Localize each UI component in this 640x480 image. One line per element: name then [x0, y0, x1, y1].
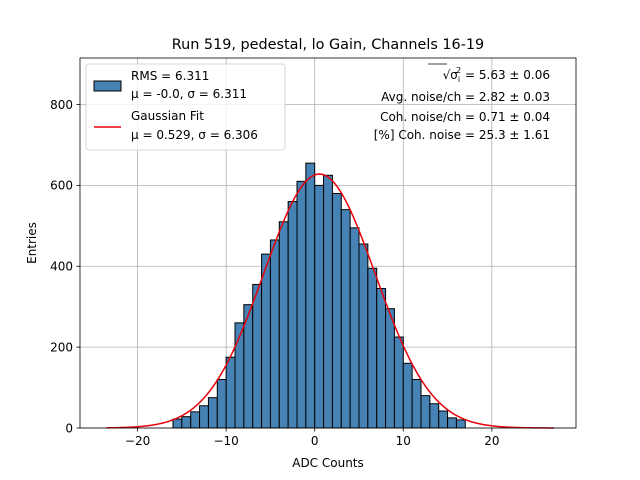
- histogram-bar: [385, 308, 395, 429]
- histogram-bar: [207, 397, 218, 429]
- histogram-bar: [376, 287, 387, 429]
- histogram-bar: [278, 221, 289, 429]
- histogram-bar: [340, 209, 351, 429]
- histogram-bar: [190, 411, 201, 429]
- legend-fit-stats: μ = 0.529, σ = 6.306: [131, 128, 258, 142]
- histogram-bar: [411, 378, 422, 429]
- histogram-bar: [314, 184, 325, 429]
- histogram-bar: [269, 239, 280, 429]
- sqrt-sigma-symbol: √σ: [443, 68, 459, 82]
- histogram-bar: [393, 336, 404, 429]
- y-tick-label: 200: [50, 340, 73, 354]
- legend-patch-histogram: [93, 80, 122, 92]
- histogram-bar: [402, 362, 413, 429]
- chart-title: Run 519, pedestal, lo Gain, Channels 16-…: [172, 37, 484, 53]
- histogram-bar: [296, 180, 307, 429]
- histogram-bar: [438, 410, 449, 429]
- x-axis-ticks: −20 −10 0 10 20: [125, 428, 499, 448]
- sqrt-sigma-subscript: i: [458, 75, 460, 84]
- x-tick-label: 10: [396, 434, 411, 448]
- histogram-bar: [225, 356, 236, 429]
- total-noise-value: = 5.63 ± 0.06: [461, 68, 550, 82]
- histogram-bar: [172, 418, 183, 429]
- bars: [172, 162, 466, 429]
- y-tick-label: 600: [50, 179, 73, 193]
- histogram-bar: [287, 201, 298, 429]
- y-tick-label: 0: [65, 421, 73, 435]
- histogram-bar: [455, 419, 466, 429]
- x-tick-label: −20: [125, 434, 150, 448]
- histogram-bar: [367, 267, 378, 429]
- histogram-bar: [420, 395, 431, 429]
- gaussian-fit-curve: [106, 173, 554, 429]
- x-tick-label: 0: [311, 434, 319, 448]
- histogram-bar: [429, 403, 440, 429]
- histogram-bar: [349, 227, 360, 429]
- histogram-bar: [305, 162, 316, 429]
- x-tick-label: −10: [213, 434, 238, 448]
- y-axis-label: Entries: [25, 222, 39, 264]
- histogram-bar: [447, 417, 457, 429]
- plot-frame: [79, 57, 577, 429]
- y-tick-label: 400: [50, 260, 73, 274]
- y-tick-label: 800: [50, 98, 73, 112]
- histogram-bar: [323, 174, 333, 429]
- legend-rms-label: RMS = 6.311: [131, 69, 209, 83]
- y-axis-ticks: 0 200 400 600 800: [50, 98, 80, 435]
- legend-histogram-stats: μ = -0.0, σ = 6.311: [131, 87, 247, 101]
- histogram-bar: [199, 405, 209, 429]
- x-axis-label: ADC Counts: [292, 456, 364, 470]
- avg-noise-annotation: Avg. noise/ch = 2.82 ± 0.03: [381, 90, 550, 104]
- legend-frame: [85, 63, 286, 151]
- coh-percent-annotation: [%] Coh. noise = 25.3 ± 1.61: [374, 128, 550, 142]
- total-noise-annotation: √σi2 = 5.63 ± 0.06: [443, 66, 550, 84]
- coh-noise-annotation: Coh. noise/ch = 0.71 ± 0.04: [380, 110, 550, 124]
- histogram-bar: [331, 192, 342, 429]
- histogram-bar: [261, 253, 271, 429]
- noise-annotations: √σi2 = 5.63 ± 0.06 Avg. noise/ch = 2.82 …: [374, 63, 550, 142]
- x-tick-label: 20: [484, 434, 499, 448]
- histogram-bar: [216, 378, 227, 429]
- histogram-bar: [252, 283, 263, 429]
- sqrt-sigma-superscript: 2: [456, 66, 461, 75]
- legend-fit-label: Gaussian Fit: [131, 109, 204, 123]
- histogram-bar: [181, 416, 192, 429]
- legend: RMS = 6.311 μ = -0.0, σ = 6.311 Gaussian…: [85, 63, 286, 151]
- histogram-bar: [358, 243, 369, 429]
